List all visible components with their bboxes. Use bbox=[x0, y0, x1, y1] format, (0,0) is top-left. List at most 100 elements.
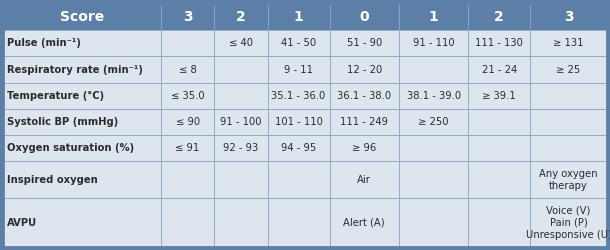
Bar bbox=[3, 30, 161, 56]
Text: 91 - 100: 91 - 100 bbox=[220, 117, 262, 127]
Text: 35.1 - 36.0: 35.1 - 36.0 bbox=[271, 91, 326, 101]
Bar bbox=[468, 83, 530, 109]
Bar bbox=[329, 109, 399, 135]
Bar bbox=[268, 3, 329, 30]
Bar bbox=[3, 56, 161, 83]
Text: 0: 0 bbox=[359, 10, 369, 24]
Text: Any oxygen
therapy: Any oxygen therapy bbox=[539, 169, 598, 191]
Bar bbox=[214, 135, 268, 162]
Text: ≤ 91: ≤ 91 bbox=[176, 143, 199, 153]
Text: ≥ 25: ≥ 25 bbox=[556, 64, 581, 74]
Text: ≥ 39.1: ≥ 39.1 bbox=[483, 91, 516, 101]
Bar bbox=[329, 83, 399, 109]
Text: 51 - 90: 51 - 90 bbox=[346, 38, 382, 48]
Bar bbox=[214, 109, 268, 135]
Text: ≤ 90: ≤ 90 bbox=[176, 117, 199, 127]
Text: 1: 1 bbox=[294, 10, 303, 24]
Text: 91 - 110: 91 - 110 bbox=[413, 38, 454, 48]
Text: 92 - 93: 92 - 93 bbox=[223, 143, 259, 153]
Bar bbox=[530, 30, 607, 56]
Text: 101 - 110: 101 - 110 bbox=[274, 117, 323, 127]
Bar bbox=[3, 162, 161, 198]
Text: Pulse (min⁻¹): Pulse (min⁻¹) bbox=[7, 38, 81, 48]
Bar bbox=[468, 109, 530, 135]
Text: AVPU: AVPU bbox=[7, 218, 37, 228]
Bar bbox=[399, 30, 468, 56]
Bar bbox=[530, 135, 607, 162]
Bar bbox=[161, 3, 214, 30]
Bar bbox=[329, 198, 399, 247]
Bar bbox=[329, 30, 399, 56]
Text: 38.1 - 39.0: 38.1 - 39.0 bbox=[406, 91, 461, 101]
Bar bbox=[399, 135, 468, 162]
Bar bbox=[329, 56, 399, 83]
Bar bbox=[468, 56, 530, 83]
Bar bbox=[468, 198, 530, 247]
Bar bbox=[214, 198, 268, 247]
Bar bbox=[161, 162, 214, 198]
Bar bbox=[468, 135, 530, 162]
Bar bbox=[399, 109, 468, 135]
Text: 94 - 95: 94 - 95 bbox=[281, 143, 316, 153]
Bar bbox=[329, 162, 399, 198]
Bar bbox=[530, 198, 607, 247]
Text: 21 - 24: 21 - 24 bbox=[481, 64, 517, 74]
Text: Alert (A): Alert (A) bbox=[343, 218, 385, 228]
Text: Systolic BP (mmHg): Systolic BP (mmHg) bbox=[7, 117, 118, 127]
Text: Voice (V)
Pain (P)
Unresponsive (U): Voice (V) Pain (P) Unresponsive (U) bbox=[526, 205, 610, 240]
Bar bbox=[214, 162, 268, 198]
Text: ≤ 40: ≤ 40 bbox=[229, 38, 253, 48]
Text: Score: Score bbox=[60, 10, 104, 24]
Bar bbox=[161, 56, 214, 83]
Bar bbox=[329, 3, 399, 30]
Bar bbox=[161, 83, 214, 109]
Bar bbox=[268, 109, 329, 135]
Bar bbox=[214, 30, 268, 56]
Text: 2: 2 bbox=[494, 10, 504, 24]
Text: 3: 3 bbox=[183, 10, 192, 24]
Bar bbox=[214, 56, 268, 83]
Bar bbox=[329, 135, 399, 162]
Text: ≥ 131: ≥ 131 bbox=[553, 38, 584, 48]
Text: 36.1 - 38.0: 36.1 - 38.0 bbox=[337, 91, 391, 101]
Text: ≥ 250: ≥ 250 bbox=[418, 117, 449, 127]
Bar bbox=[268, 198, 329, 247]
Bar bbox=[161, 109, 214, 135]
Bar bbox=[268, 30, 329, 56]
Text: ≤ 35.0: ≤ 35.0 bbox=[171, 91, 204, 101]
Bar bbox=[468, 30, 530, 56]
Bar bbox=[530, 83, 607, 109]
Bar bbox=[3, 83, 161, 109]
Text: Inspired oxygen: Inspired oxygen bbox=[7, 175, 98, 185]
Bar bbox=[268, 135, 329, 162]
Bar bbox=[530, 162, 607, 198]
Text: 41 - 50: 41 - 50 bbox=[281, 38, 316, 48]
Bar bbox=[399, 3, 468, 30]
Text: 111 - 249: 111 - 249 bbox=[340, 117, 388, 127]
Bar bbox=[468, 3, 530, 30]
Bar bbox=[530, 56, 607, 83]
Bar bbox=[399, 56, 468, 83]
Text: 9 - 11: 9 - 11 bbox=[284, 64, 313, 74]
Text: 2: 2 bbox=[236, 10, 246, 24]
Bar bbox=[161, 198, 214, 247]
Bar bbox=[268, 162, 329, 198]
Bar bbox=[399, 162, 468, 198]
Text: Air: Air bbox=[357, 175, 371, 185]
Bar bbox=[530, 3, 607, 30]
Bar bbox=[268, 56, 329, 83]
Bar bbox=[3, 3, 161, 30]
Text: 111 - 130: 111 - 130 bbox=[475, 38, 523, 48]
Text: Respiratory rate (min⁻¹): Respiratory rate (min⁻¹) bbox=[7, 64, 143, 74]
Text: ≥ 96: ≥ 96 bbox=[352, 143, 376, 153]
Bar bbox=[214, 83, 268, 109]
Text: 1: 1 bbox=[429, 10, 439, 24]
Bar bbox=[161, 135, 214, 162]
Text: 12 - 20: 12 - 20 bbox=[346, 64, 382, 74]
Bar bbox=[214, 3, 268, 30]
Bar bbox=[268, 83, 329, 109]
Bar bbox=[530, 109, 607, 135]
Bar bbox=[3, 109, 161, 135]
Bar bbox=[399, 83, 468, 109]
Text: Temperature (°C): Temperature (°C) bbox=[7, 91, 104, 101]
